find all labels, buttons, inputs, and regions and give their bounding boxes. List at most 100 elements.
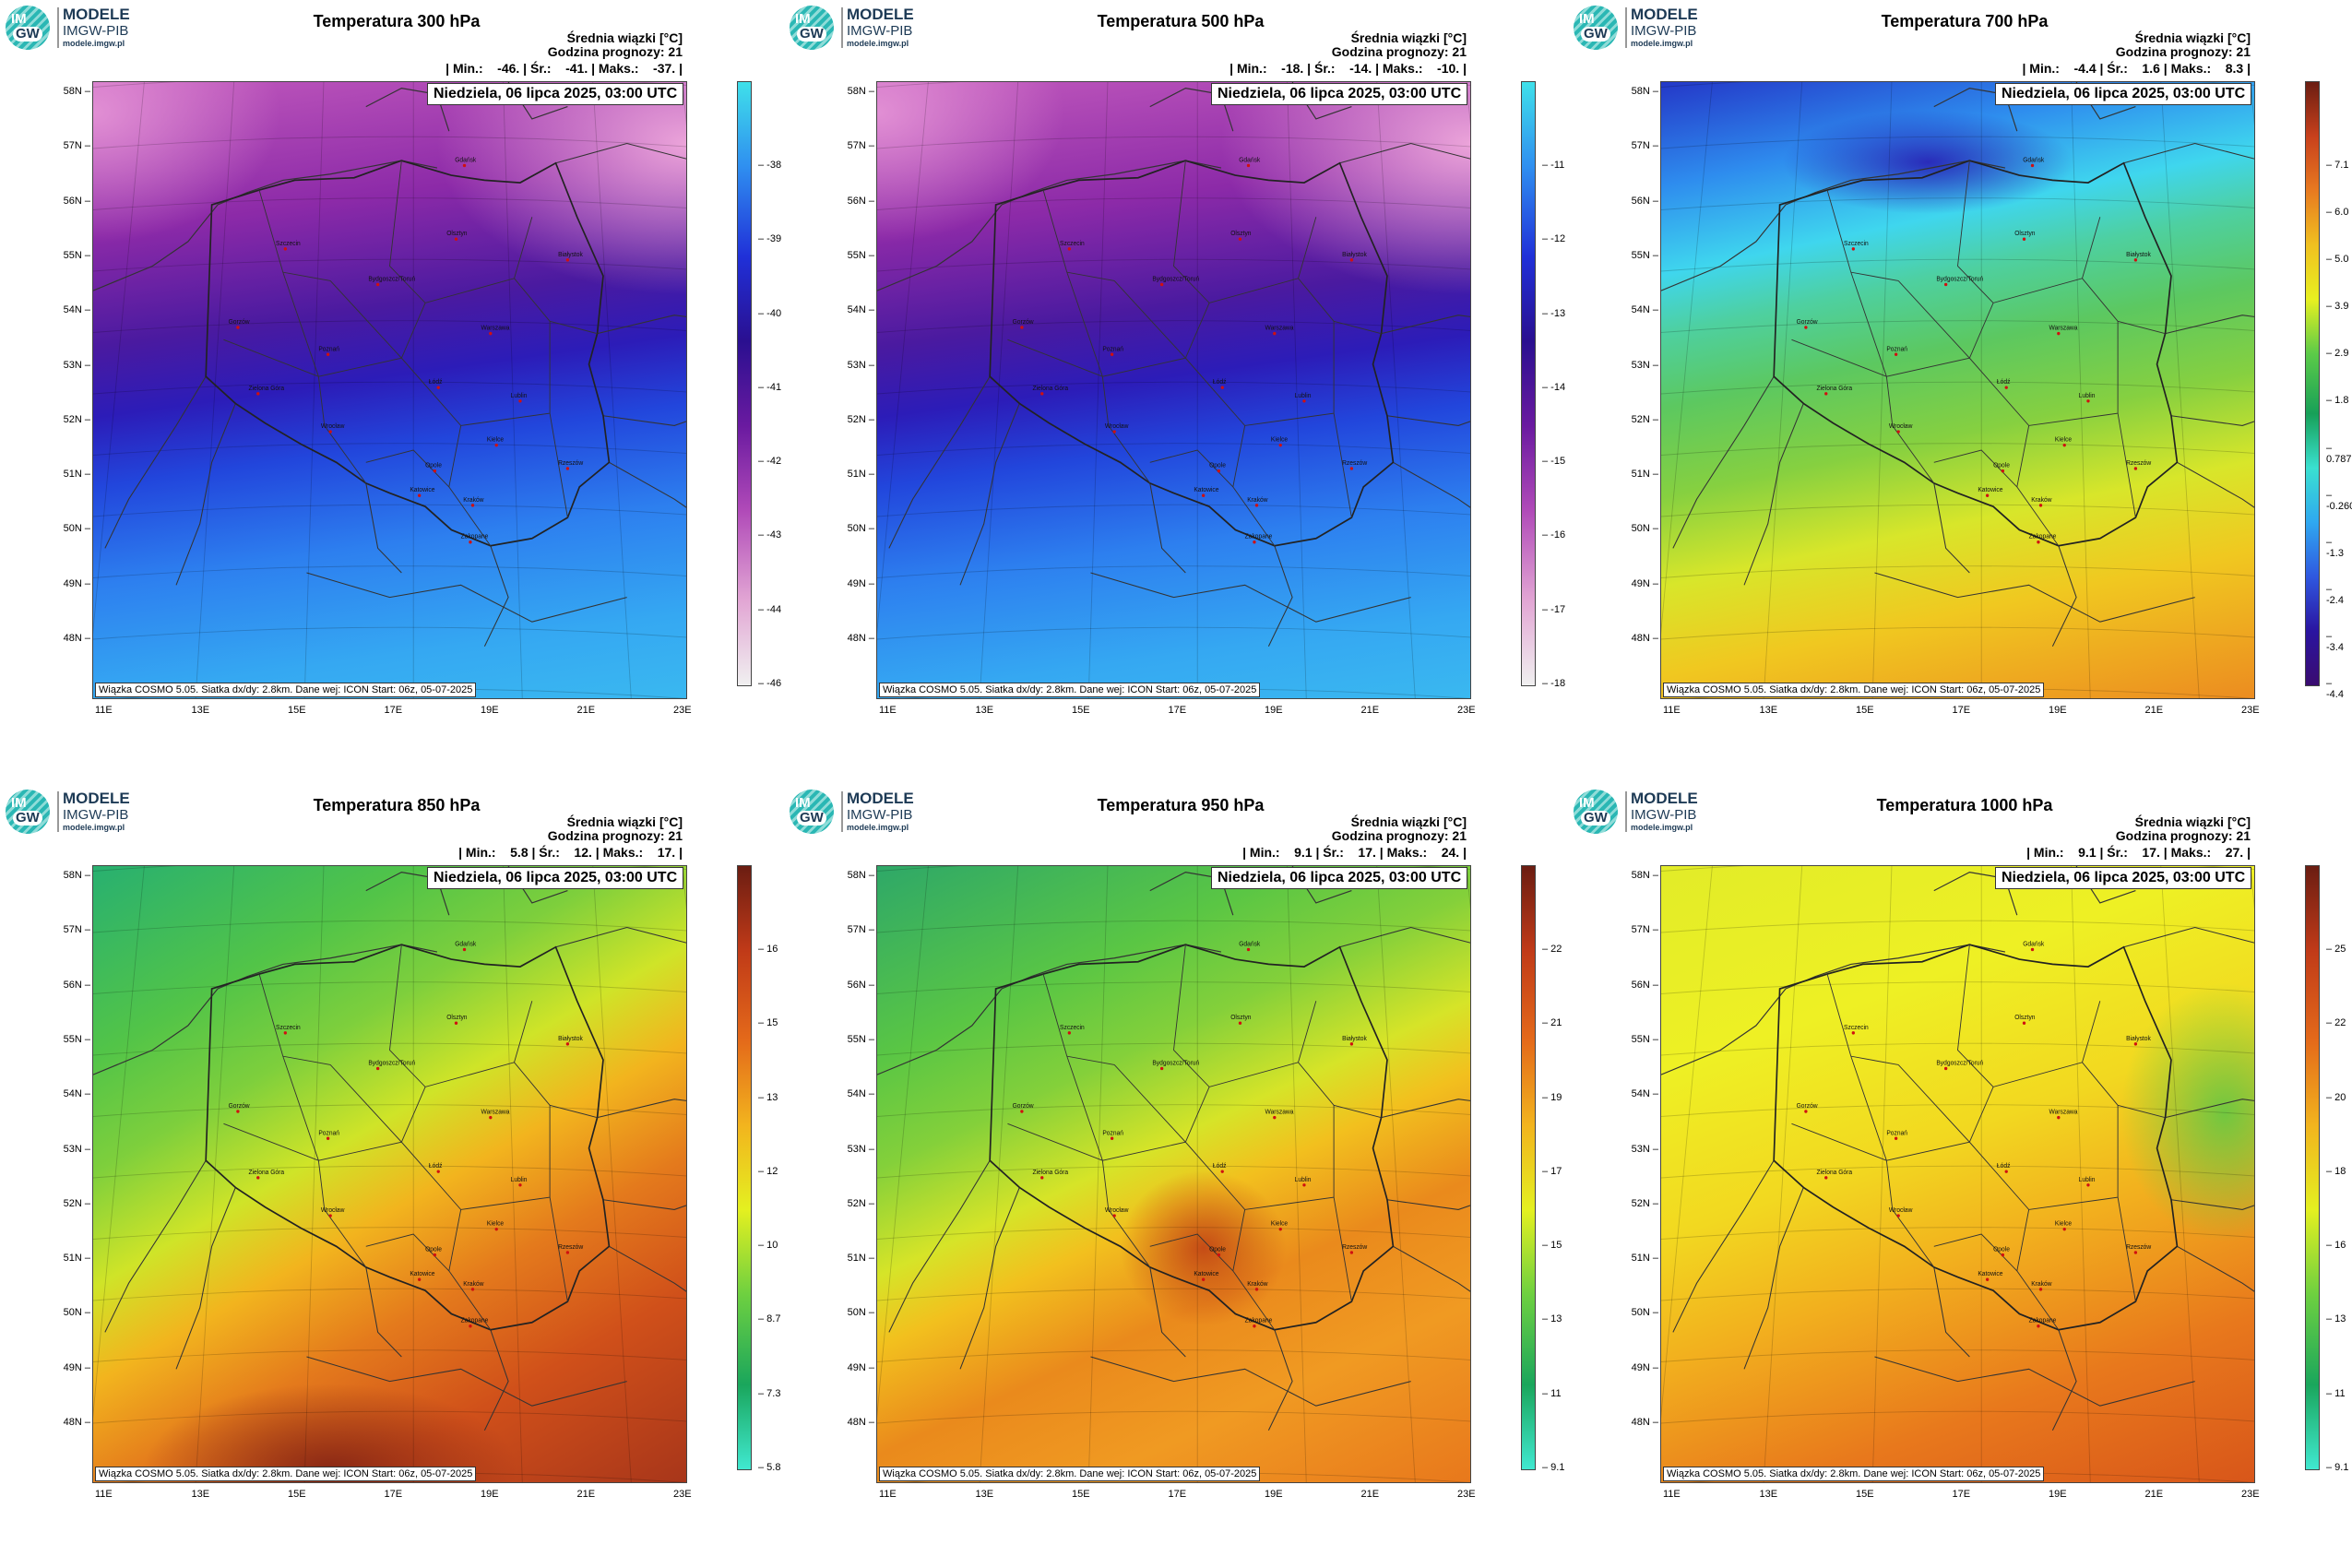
panel-stats: | Min.: 9.1 | Śr.: 17. | Maks.: 27. | (2026, 845, 2251, 860)
graticule-meridian (1871, 866, 1893, 1482)
imgw-logo-icon: IM GW (6, 6, 50, 50)
color-scale-tick: – -38 (758, 160, 782, 171)
city-label: Kraków (2031, 497, 2051, 504)
info-variable: Średnia wiązki [°C] (2134, 814, 2251, 829)
longitude-label: 21E (1360, 1489, 1380, 1500)
graticule-parallel (93, 981, 686, 994)
city-label: Zakopane (2029, 1318, 2057, 1324)
graticule-meridian (1287, 82, 1307, 698)
city-label: Opole (1209, 463, 1226, 469)
latitude-label: 52N – (847, 413, 874, 425)
poland-border (205, 944, 611, 1331)
city-marker (283, 1031, 288, 1035)
city-marker (1278, 1227, 1282, 1231)
city-label: Białystok (558, 252, 583, 258)
logo-letters-bottom: GW (1581, 27, 1610, 42)
city-marker (2133, 1042, 2138, 1046)
poland-border (205, 160, 611, 547)
logo-url: modele.imgw.pl (847, 823, 909, 832)
city-label: Olsztyn (1230, 1015, 1251, 1021)
forecast-date: Niedziela, 06 lipca 2025, 03:00 UTC (1211, 83, 1468, 105)
longitude-label: 15E (288, 705, 306, 716)
city-marker (375, 1066, 380, 1071)
longitude-label: 15E (1072, 705, 1090, 716)
city-marker (2038, 1288, 2043, 1291)
logo-subtitle: IMGW-PIB (1631, 23, 1697, 39)
logo-url: modele.imgw.pl (1631, 39, 1693, 48)
graticule-meridian (979, 866, 1019, 1482)
city-marker (565, 467, 570, 470)
city-label: Białystok (2126, 252, 2151, 258)
latitude-label: 49N – (1631, 1361, 1658, 1373)
longitude-label: 17E (1952, 1489, 1971, 1500)
graticule-meridian (2160, 866, 2200, 1482)
city-label: Bydgoszcz/Toruń (1152, 276, 1199, 282)
city-label: Bydgoszcz/Toruń (368, 276, 415, 282)
forecast-date: Niedziela, 06 lipca 2025, 03:00 UTC (1211, 867, 1468, 889)
model-footer: Wiązka COSMO 5.05. Siatka dx/dy: 2.8km. … (1663, 1467, 2045, 1481)
city-marker (2133, 258, 2138, 262)
graticule-meridian (682, 82, 686, 126)
city-label: Wrocław (321, 1207, 345, 1214)
latitude-label: 55N – (63, 1033, 90, 1045)
logo-letters-bottom: GW (797, 27, 826, 42)
city-label: Łódź (429, 379, 443, 386)
city-marker (2022, 1021, 2026, 1025)
latitude-label: 52N – (1631, 413, 1658, 425)
city-marker (1302, 1183, 1306, 1187)
map-overlay: Gdańsk Olsztyn Szczecin Białystok Bydgoszcz/… (93, 82, 686, 698)
logo-url: modele.imgw.pl (1631, 823, 1693, 832)
graticule-parallel (1661, 626, 2254, 640)
longitude-label: 19E (481, 1489, 499, 1500)
color-scale-tick: – 11 (1542, 1387, 1562, 1399)
latitude-label: 50N – (1631, 1307, 1658, 1319)
longitude-label: 13E (1759, 1489, 1778, 1500)
logo-title: MODELE (847, 790, 914, 807)
city-marker (1985, 1277, 1990, 1281)
graticule-parallel (1661, 1349, 2254, 1362)
city-label: Gorzów (1797, 1103, 1818, 1110)
panel-stats: | Min.: -4.4 | Śr.: 1.6 | Maks.: 8.3 | (2022, 61, 2251, 76)
graticule-parallel (877, 136, 1470, 149)
logo-letters-top: IM (795, 11, 811, 27)
graticule-parallel (877, 504, 1470, 517)
latitude-label: 53N – (1631, 359, 1658, 371)
city-label: Gorzów (229, 319, 250, 326)
color-scale-tick: – 5.0 (2326, 254, 2349, 266)
city-label: Olsztyn (2014, 1015, 2035, 1021)
latitude-label: 58N – (1631, 86, 1658, 97)
city-label: Gdańsk (1239, 941, 1261, 947)
city-marker (1894, 352, 1898, 356)
city-label: Kraków (463, 497, 483, 504)
latitude-label: 48N – (847, 1417, 874, 1428)
city-label: Kielce (1271, 437, 1288, 444)
graticule-parallel (93, 565, 686, 578)
graticule-meridian (1661, 866, 1713, 1419)
graticule-meridian (2250, 82, 2254, 126)
city-label: Wrocław (1105, 1207, 1129, 1214)
city-marker (283, 247, 288, 251)
city-label: Szczecin (1844, 241, 1869, 247)
panel-title: Temperatura 700 hPa (1881, 12, 2049, 30)
city-marker (1273, 331, 1277, 336)
logo-url: modele.imgw.pl (63, 823, 125, 832)
latitude-label: 58N – (63, 86, 90, 97)
graticule-parallel (93, 1042, 686, 1056)
temperature-map: Gdańsk Olsztyn Szczecin Białystok Bydgoszcz/… (876, 81, 1471, 699)
city-marker (1349, 258, 1354, 262)
city-label: Katowice (1194, 1271, 1218, 1277)
latitude-label: 50N – (847, 1307, 874, 1319)
city-label: Rzeszów (1342, 460, 1367, 467)
city-marker (1201, 1277, 1206, 1281)
city-label: Rzeszów (1342, 1244, 1367, 1251)
city-marker (565, 258, 570, 262)
panel-title: Temperatura 850 hPa (313, 796, 481, 814)
city-label: Kielce (487, 437, 504, 444)
city-label: Gdańsk (1239, 157, 1261, 163)
panel-stats: | Min.: -46. | Śr.: -41. | Maks.: -37. | (445, 61, 683, 76)
latitude-label: 53N – (1631, 1143, 1658, 1155)
logo-url: modele.imgw.pl (63, 39, 125, 48)
latitude-label: 48N – (847, 633, 874, 644)
latitude-label: 54N – (847, 1088, 874, 1100)
panel-info: Średnia wiązki [°C] Godzina prognozy: 21 (1332, 815, 1467, 843)
